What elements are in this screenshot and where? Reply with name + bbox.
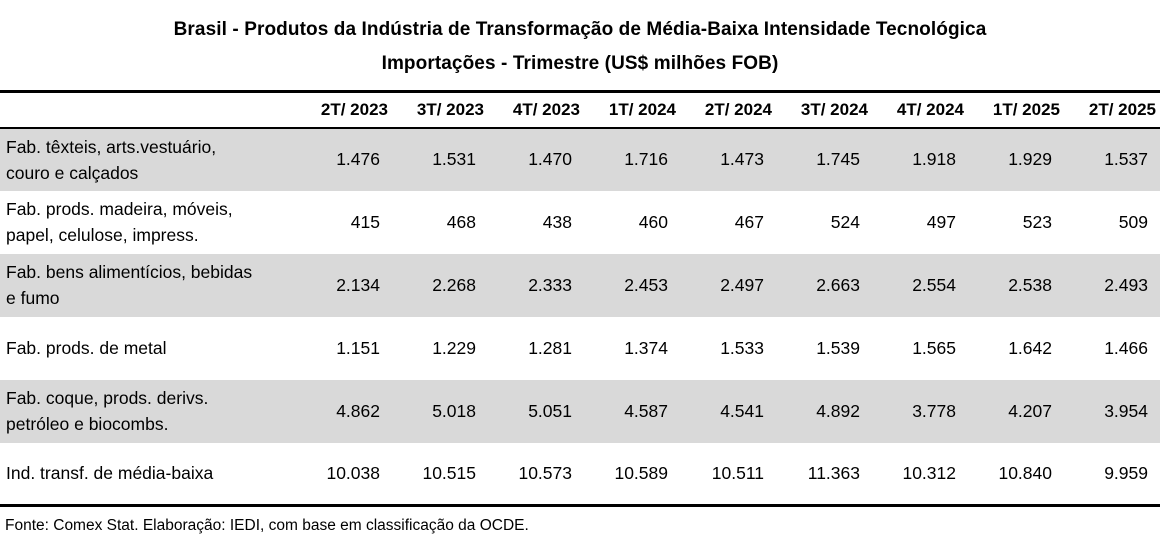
title-line-1: Brasil - Produtos da Indústria de Transf… — [173, 19, 987, 40]
data-cell: 1.374 — [624, 337, 668, 358]
data-cell: 1.473 — [720, 149, 764, 169]
row-label: Fab. bens alimentícios, bebidas e fumo — [6, 262, 253, 308]
data-cell: 2.554 — [912, 274, 956, 295]
data-cell: 1.281 — [528, 337, 572, 358]
data-cell: 1.642 — [1008, 337, 1052, 358]
data-cell: 1.537 — [1104, 149, 1148, 169]
table-row-alimenticios: Fab. bens alimentícios, bebidas e fumo 2… — [0, 253, 1160, 317]
data-cell: 1.716 — [624, 149, 668, 169]
table-row-total: Ind. transf. de média-baixa 10.038 10.51… — [0, 443, 1160, 506]
data-cell: 2.663 — [816, 274, 860, 295]
column-header: 4T/ 2024 — [896, 99, 964, 119]
column-header: 1T/ 2024 — [608, 99, 676, 119]
data-cell: 10.511 — [711, 462, 764, 483]
data-cell: 10.840 — [998, 462, 1052, 483]
data-cell: 2.497 — [720, 274, 764, 295]
data-cell: 1.929 — [1008, 149, 1052, 169]
data-cell: 1.466 — [1104, 337, 1148, 358]
data-cell: 1.151 — [336, 337, 380, 358]
data-cell: 467 — [734, 211, 764, 232]
data-cell: 1.533 — [720, 337, 764, 358]
column-header: 2T/ 2023 — [320, 99, 388, 119]
column-header: 2T/ 2025 — [1088, 99, 1156, 119]
data-cell: 4.541 — [720, 400, 764, 421]
data-cell: 497 — [926, 211, 956, 232]
data-cell: 2.134 — [336, 274, 380, 295]
data-cell: 468 — [446, 211, 476, 232]
table-row-coque: Fab. coque, prods. derivs. petróleo e bi… — [0, 379, 1160, 443]
data-cell: 1.470 — [528, 149, 572, 169]
data-cell: 4.207 — [1008, 400, 1052, 421]
data-cell: 5.018 — [432, 400, 476, 421]
column-header: 3T/ 2024 — [800, 99, 868, 119]
data-cell: 2.333 — [528, 274, 572, 295]
data-cell: 10.573 — [518, 462, 572, 483]
data-cell: 1.565 — [912, 337, 956, 358]
table-row-textiles: Fab. têxteis, arts.vestuário, couro e ca… — [0, 127, 1160, 191]
data-cell: 2.268 — [432, 274, 476, 295]
column-header: 3T/ 2023 — [416, 99, 484, 119]
title-line-2: Importações - Trimestre (US$ milhões FOB… — [381, 53, 779, 74]
data-cell: 1.918 — [912, 149, 956, 169]
row-label: Fab. têxteis, arts.vestuário, couro e ca… — [6, 136, 217, 183]
corner-cell — [0, 92, 296, 128]
data-cell: 2.538 — [1008, 274, 1052, 295]
data-cell: 415 — [350, 211, 380, 232]
data-cell: 10.589 — [614, 462, 668, 483]
data-cell: 523 — [1022, 211, 1052, 232]
table-row-metal: Fab. prods. de metal 1.151 1.229 1.281 1… — [0, 317, 1160, 380]
row-label: Fab. prods. madeira, móveis, papel, celu… — [6, 199, 233, 245]
table-row-madeira: Fab. prods. madeira, móveis, papel, celu… — [0, 191, 1160, 254]
data-cell: 524 — [830, 211, 860, 232]
data-cell: 3.954 — [1104, 400, 1148, 421]
data-cell: 2.493 — [1104, 274, 1148, 295]
data-cell: 9.959 — [1104, 462, 1148, 483]
data-cell: 10.515 — [422, 462, 476, 483]
data-cell: 4.862 — [336, 400, 380, 421]
source-note: Fonte: Comex Stat. Elaboração: IEDI, com… — [5, 517, 529, 534]
data-cell: 10.038 — [326, 462, 380, 483]
data-cell: 1.229 — [432, 337, 476, 358]
column-header: 1T/ 2025 — [992, 99, 1060, 119]
data-cell: 1.531 — [432, 149, 476, 169]
data-cell: 2.453 — [624, 274, 668, 295]
data-cell: 438 — [542, 211, 572, 232]
quarterly-imports-table: 2T/ 2023 3T/ 2023 4T/ 2023 1T/ 2024 2T/ … — [0, 90, 1160, 507]
data-cell: 10.312 — [902, 462, 956, 483]
data-cell: 3.778 — [912, 400, 956, 421]
data-cell: 1.476 — [336, 149, 380, 169]
data-cell: 11.363 — [807, 462, 860, 483]
row-label: Fab. coque, prods. derivs. petróleo e bi… — [6, 388, 209, 434]
data-cell: 509 — [1118, 211, 1148, 232]
column-header: 2T/ 2024 — [704, 99, 772, 119]
column-header: 4T/ 2023 — [512, 99, 580, 119]
table-title: Brasil - Produtos da Indústria de Transf… — [0, 0, 1160, 90]
header-row: 2T/ 2023 3T/ 2023 4T/ 2023 1T/ 2024 2T/ … — [0, 91, 1160, 128]
data-cell: 4.892 — [816, 400, 860, 421]
row-label: Fab. prods. de metal — [6, 338, 167, 358]
data-cell: 1.539 — [816, 337, 860, 358]
data-cell: 5.051 — [528, 400, 572, 421]
row-label: Ind. transf. de média-baixa — [6, 463, 214, 484]
data-cell: 4.587 — [624, 400, 668, 421]
data-cell: 1.745 — [816, 149, 860, 169]
data-cell: 460 — [638, 211, 668, 232]
